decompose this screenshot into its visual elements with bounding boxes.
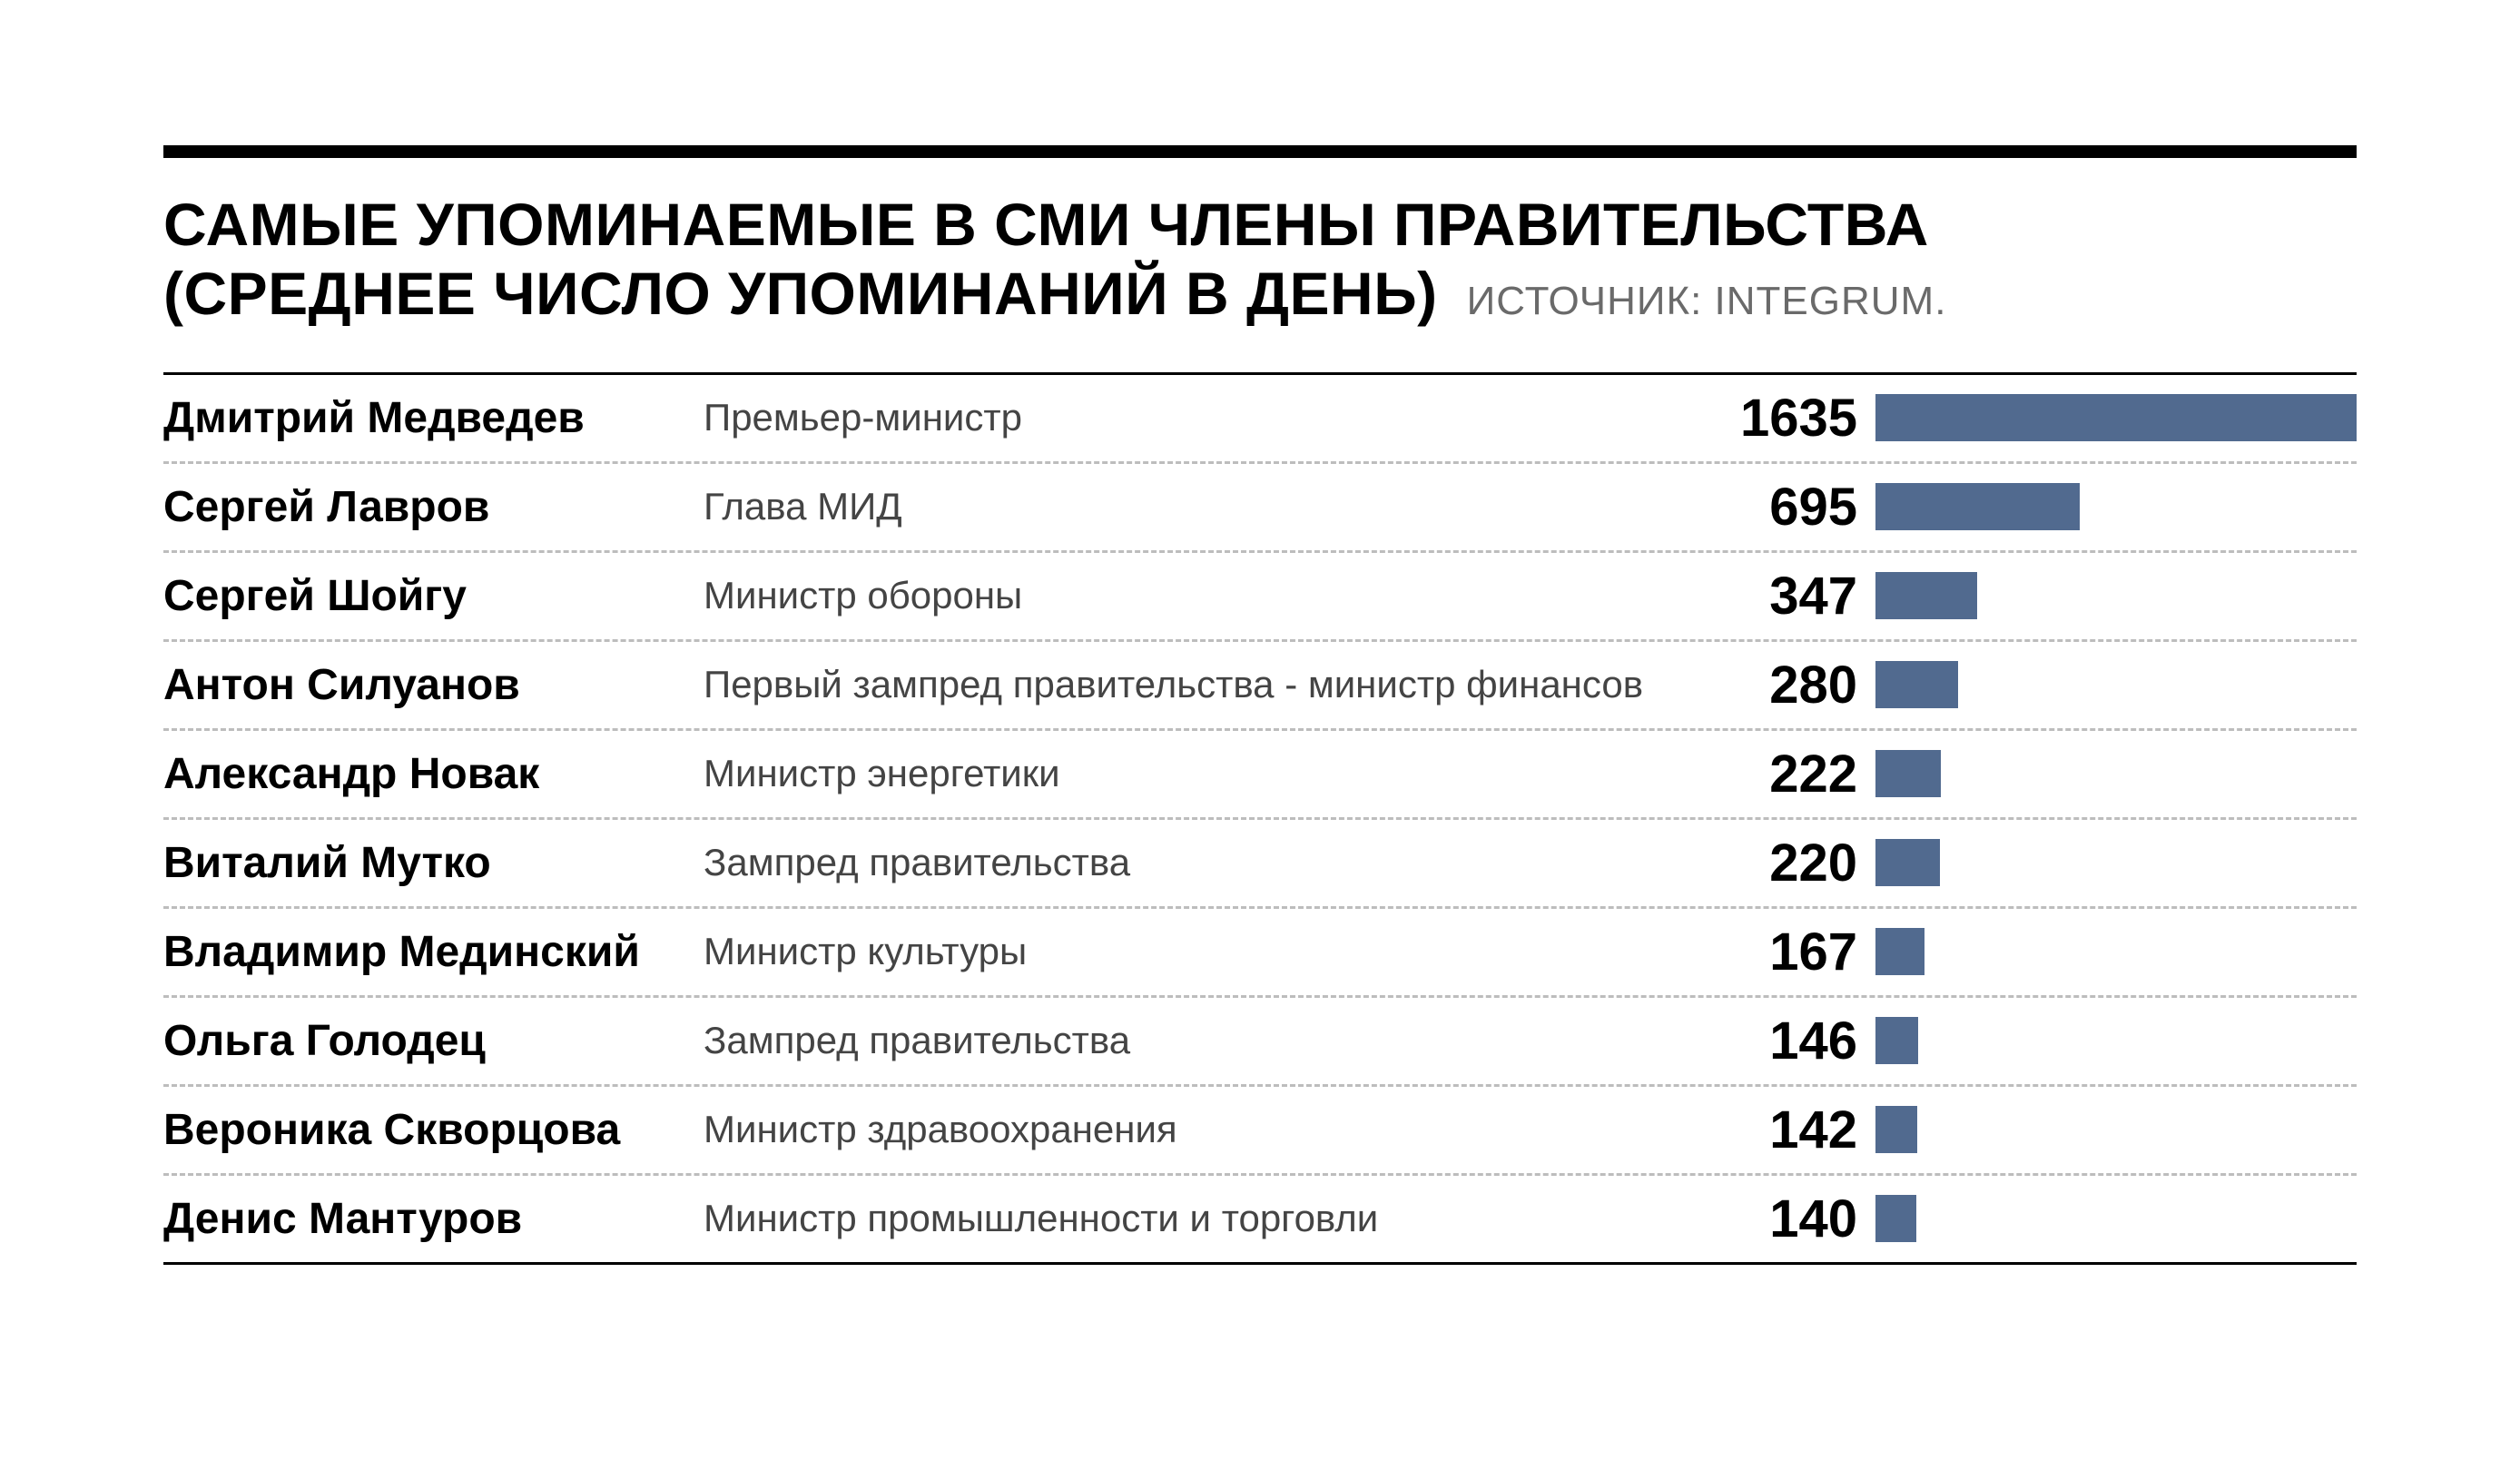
bar-cell <box>1875 998 2357 1084</box>
mention-count: 347 <box>1694 566 1875 627</box>
table-row: Ольга ГолодецЗампред правительства146 <box>163 998 2357 1087</box>
person-title: Министр культуры <box>704 930 1694 973</box>
mention-count: 146 <box>1694 1011 1875 1071</box>
bar <box>1875 1106 1917 1153</box>
bar-cell <box>1875 1176 2357 1262</box>
person-name: Александр Новак <box>163 749 704 799</box>
person-name: Сергей Шойгу <box>163 571 704 621</box>
top-rule <box>163 145 2357 158</box>
table-row: Денис МантуровМинистр промышленности и т… <box>163 1176 2357 1265</box>
table-row: Антон СилуановПервый зампред правительст… <box>163 642 2357 731</box>
chart-source: ИСТОЧНИК: INTEGRUM. <box>1467 279 1947 324</box>
table-row: Сергей ШойгуМинистр обороны347 <box>163 553 2357 642</box>
person-name: Антон Силуанов <box>163 660 704 710</box>
mention-count: 220 <box>1694 833 1875 893</box>
bar <box>1875 750 1941 797</box>
chart-title-line1: САМЫЕ УПОМИНАЕМЫЕ В СМИ ЧЛЕНЫ ПРАВИТЕЛЬС… <box>163 191 1929 260</box>
title-block: САМЫЕ УПОМИНАЕМЫЕ В СМИ ЧЛЕНЫ ПРАВИТЕЛЬС… <box>163 191 2357 329</box>
bar <box>1875 1195 1916 1242</box>
person-name: Денис Мантуров <box>163 1194 704 1244</box>
bar <box>1875 928 1924 975</box>
infographic-page: САМЫЕ УПОМИНАЕМЫЕ В СМИ ЧЛЕНЫ ПРАВИТЕЛЬС… <box>0 0 2520 1480</box>
mention-count: 280 <box>1694 655 1875 715</box>
bar <box>1875 1017 1918 1064</box>
person-name: Сергей Лавров <box>163 482 704 532</box>
person-name: Владимир Мединский <box>163 927 704 977</box>
bar-cell <box>1875 375 2357 461</box>
mention-count: 142 <box>1694 1100 1875 1160</box>
person-title: Зампред правительства <box>704 841 1694 884</box>
person-title: Министр обороны <box>704 574 1694 617</box>
person-name: Виталий Мутко <box>163 838 704 888</box>
bar-cell <box>1875 553 2357 639</box>
person-name: Ольга Голодец <box>163 1016 704 1066</box>
person-title: Министр здравоохранения <box>704 1108 1694 1151</box>
ranking-table: Дмитрий МедведевПремьер-министр1635Серге… <box>163 372 2357 1265</box>
bar-cell <box>1875 909 2357 995</box>
table-row: Владимир МединскийМинистр культуры167 <box>163 909 2357 998</box>
mention-count: 167 <box>1694 922 1875 982</box>
person-title: Министр энергетики <box>704 752 1694 795</box>
table-row: Дмитрий МедведевПремьер-министр1635 <box>163 372 2357 464</box>
bar-cell <box>1875 642 2357 728</box>
person-title: Первый зампред правительства - министр ф… <box>704 663 1694 706</box>
bar <box>1875 572 1977 619</box>
person-title: Министр промышленности и торговли <box>704 1197 1694 1240</box>
person-name: Дмитрий Медведев <box>163 393 704 443</box>
table-row: Александр НовакМинистр энергетики222 <box>163 731 2357 820</box>
mention-count: 695 <box>1694 477 1875 538</box>
person-title: Премьер-министр <box>704 396 1694 439</box>
person-name: Вероника Скворцова <box>163 1105 704 1155</box>
bar <box>1875 483 2080 530</box>
bar <box>1875 394 2357 441</box>
mention-count: 140 <box>1694 1189 1875 1249</box>
chart-title-line2: (СРЕДНЕЕ ЧИСЛО УПОМИНАНИЙ В ДЕНЬ) <box>163 260 1438 329</box>
bar-cell <box>1875 1087 2357 1173</box>
person-title: Зампред правительства <box>704 1019 1694 1062</box>
table-row: Виталий МуткоЗампред правительства220 <box>163 820 2357 909</box>
bar-cell <box>1875 731 2357 817</box>
mention-count: 222 <box>1694 744 1875 804</box>
table-row: Сергей ЛавровГлава МИД695 <box>163 464 2357 553</box>
person-title: Глава МИД <box>704 485 1694 528</box>
mention-count: 1635 <box>1694 388 1875 449</box>
table-row: Вероника СкворцоваМинистр здравоохранени… <box>163 1087 2357 1176</box>
bar <box>1875 839 1940 886</box>
bar-cell <box>1875 820 2357 906</box>
bar-cell <box>1875 464 2357 550</box>
bar <box>1875 661 1958 708</box>
